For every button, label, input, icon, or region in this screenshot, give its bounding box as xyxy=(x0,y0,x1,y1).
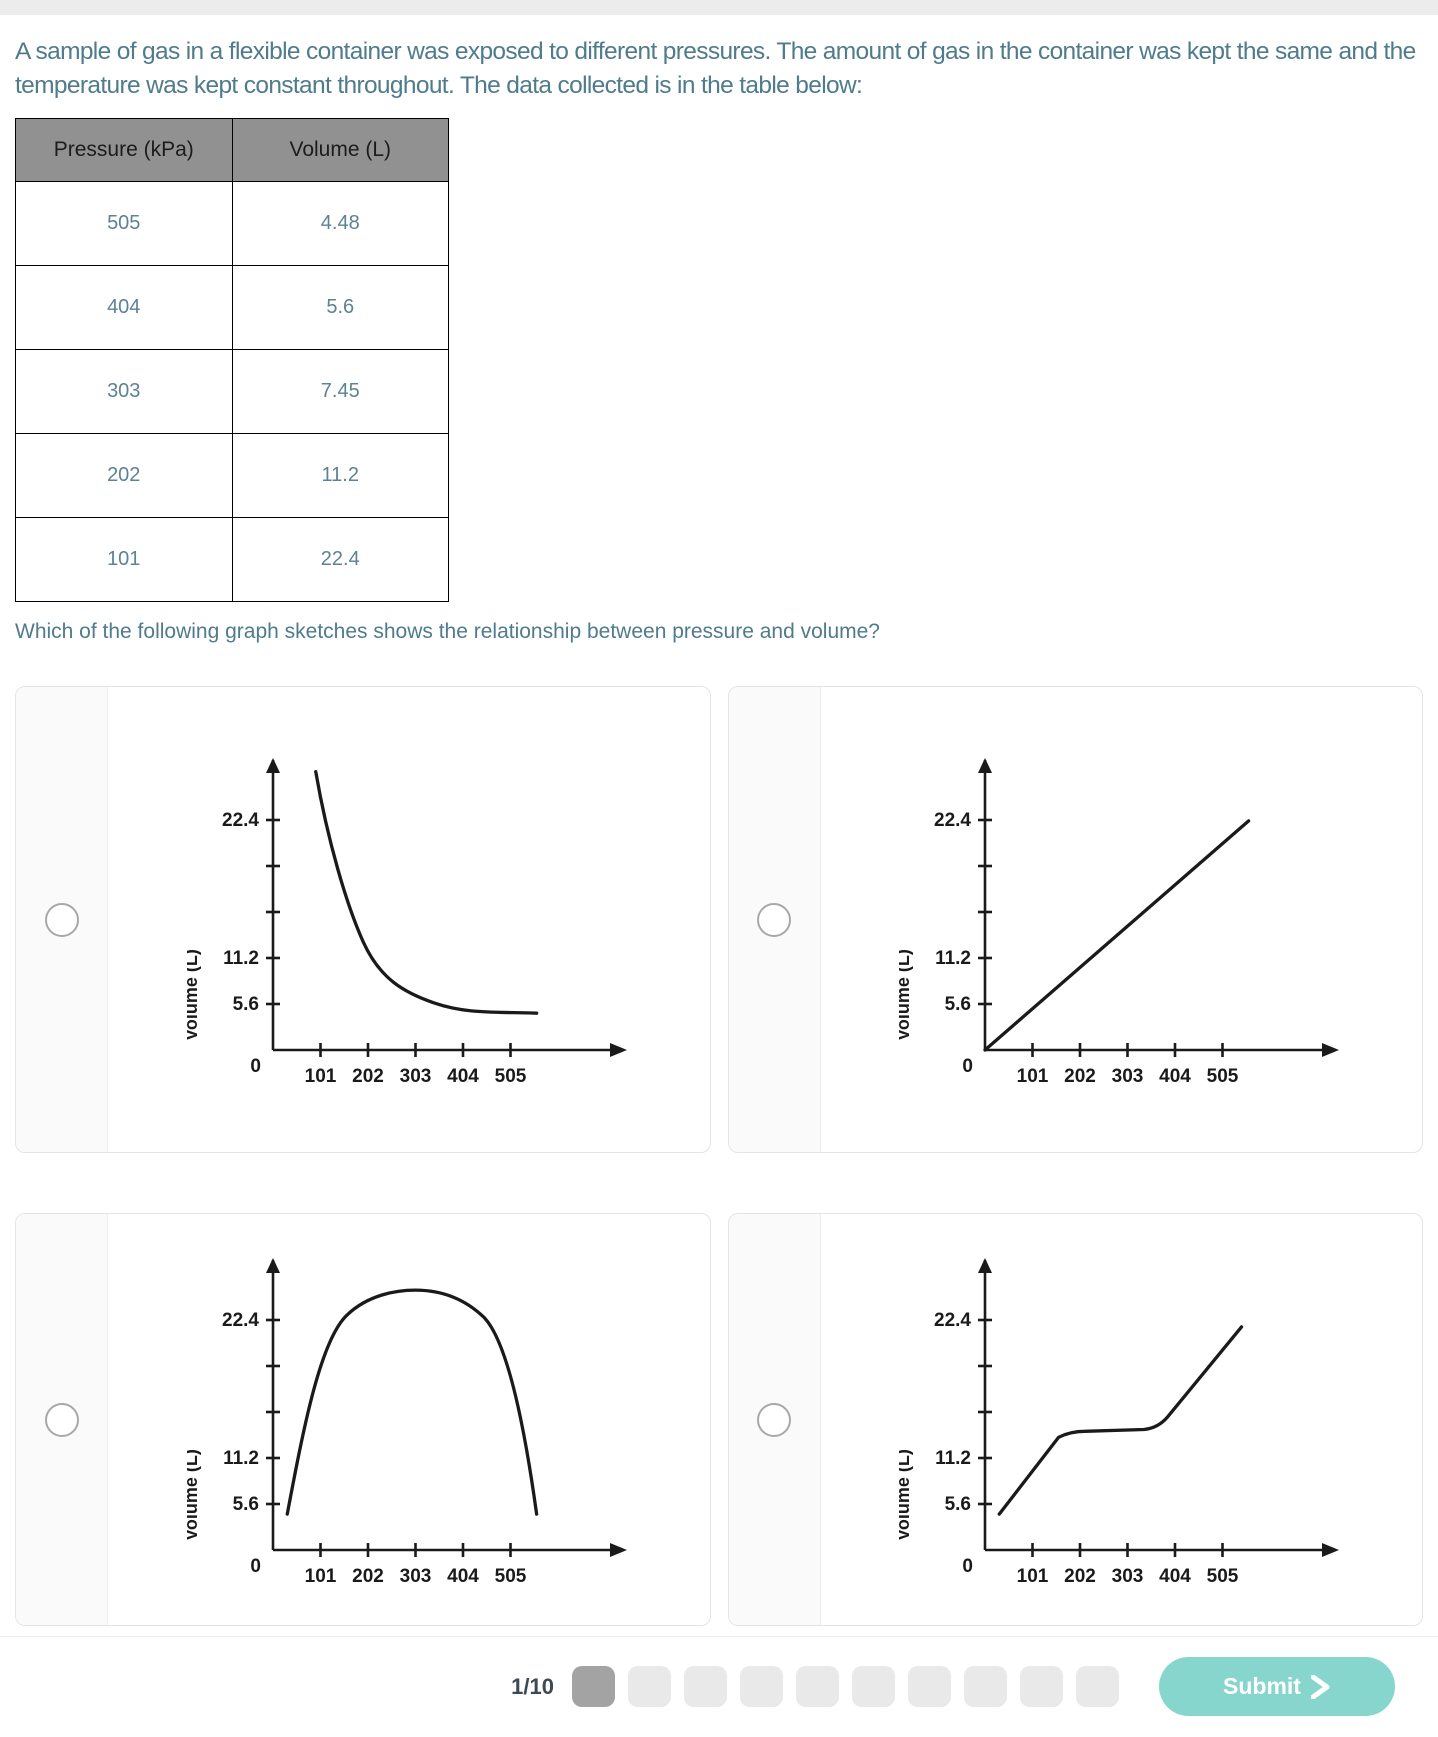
svg-text:0: 0 xyxy=(963,1056,974,1077)
svg-text:11.2: 11.2 xyxy=(935,948,971,969)
svg-text:11.2: 11.2 xyxy=(223,948,259,969)
svg-text:0: 0 xyxy=(250,1556,261,1577)
svg-text:101: 101 xyxy=(304,1066,336,1087)
svg-text:Volume (L): Volume (L) xyxy=(899,1449,913,1541)
svg-text:202: 202 xyxy=(1064,1566,1096,1587)
svg-text:202: 202 xyxy=(1064,1066,1096,1087)
svg-text:202: 202 xyxy=(352,1566,384,1587)
svg-text:404: 404 xyxy=(1159,1066,1191,1087)
svg-text:11.2: 11.2 xyxy=(223,1448,259,1469)
svg-text:5.6: 5.6 xyxy=(232,994,258,1015)
svg-text:303: 303 xyxy=(1112,1566,1144,1587)
svg-text:303: 303 xyxy=(399,1566,431,1587)
svg-text:22.4: 22.4 xyxy=(222,1310,259,1331)
svg-text:202: 202 xyxy=(352,1066,384,1087)
svg-text:22.4: 22.4 xyxy=(934,1310,971,1331)
svg-text:303: 303 xyxy=(1112,1066,1144,1087)
svg-text:5.6: 5.6 xyxy=(232,1494,258,1515)
svg-text:505: 505 xyxy=(1207,1566,1239,1587)
svg-text:303: 303 xyxy=(399,1066,431,1087)
svg-text:0: 0 xyxy=(250,1056,261,1077)
svg-text:22.4: 22.4 xyxy=(934,810,971,831)
svg-text:101: 101 xyxy=(304,1566,336,1587)
svg-text:505: 505 xyxy=(494,1066,526,1087)
svg-text:Volume (L): Volume (L) xyxy=(187,1449,201,1541)
svg-text:101: 101 xyxy=(1017,1566,1049,1587)
svg-text:5.6: 5.6 xyxy=(945,994,971,1015)
svg-text:5.6: 5.6 xyxy=(945,1494,971,1515)
svg-text:22.4: 22.4 xyxy=(222,810,259,831)
svg-text:101: 101 xyxy=(1017,1066,1049,1087)
svg-text:505: 505 xyxy=(494,1566,526,1587)
svg-text:505: 505 xyxy=(1207,1066,1239,1087)
svg-text:404: 404 xyxy=(447,1066,479,1087)
svg-text:Volume (L): Volume (L) xyxy=(899,949,913,1041)
svg-text:404: 404 xyxy=(1159,1566,1191,1587)
svg-text:Volume (L): Volume (L) xyxy=(187,949,201,1041)
svg-text:404: 404 xyxy=(447,1566,479,1587)
svg-text:11.2: 11.2 xyxy=(935,1448,971,1469)
svg-text:0: 0 xyxy=(963,1556,974,1577)
